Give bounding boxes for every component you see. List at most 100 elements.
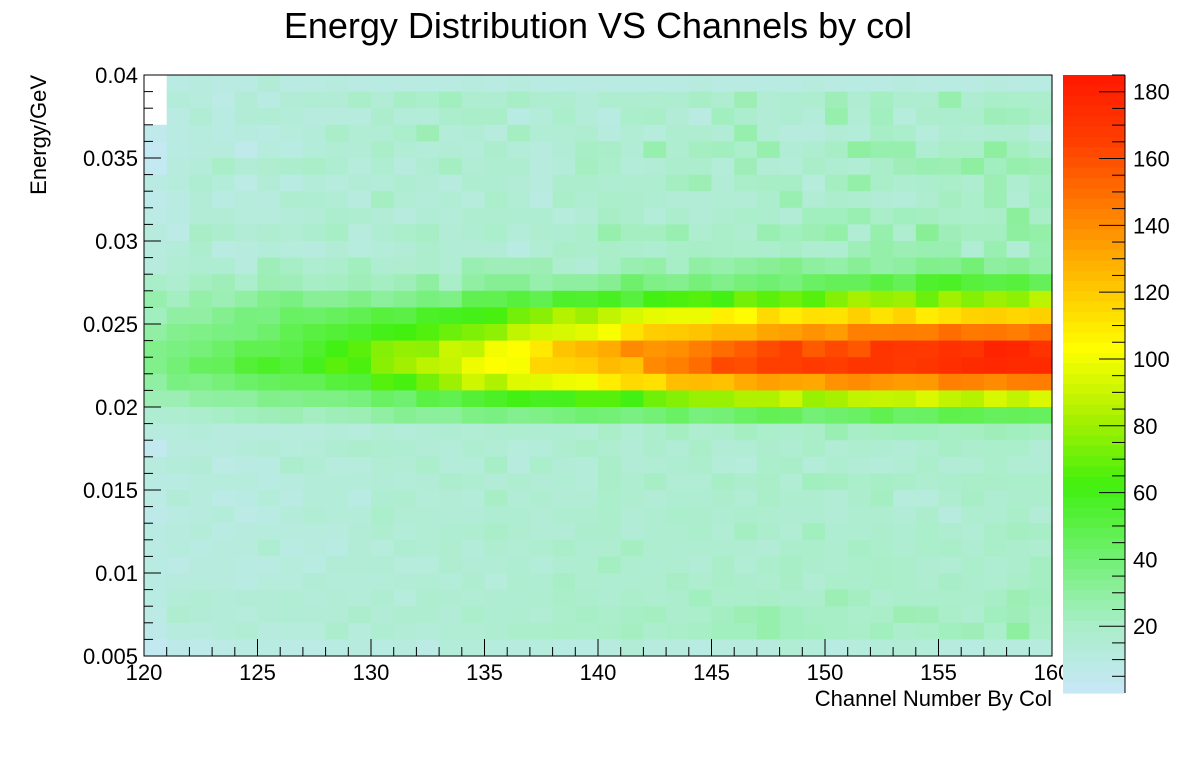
z-tick-label: 60 <box>1133 481 1157 506</box>
heatmap-cell <box>371 539 395 557</box>
heatmap-cell <box>529 324 554 342</box>
heatmap-cell <box>756 174 781 192</box>
heatmap-cell <box>983 523 1008 541</box>
heatmap-cell <box>529 224 554 242</box>
heatmap-cell <box>189 622 213 640</box>
heatmap-cell <box>825 307 849 325</box>
heatmap-cell <box>348 373 372 391</box>
heatmap-cell <box>371 191 395 209</box>
heatmap-cell <box>620 407 644 425</box>
heatmap-cell <box>212 141 236 159</box>
heatmap-cell <box>484 622 508 640</box>
heatmap-cell <box>983 124 1008 142</box>
heatmap-cell <box>166 639 190 657</box>
heatmap-cell <box>643 373 667 391</box>
heatmap-cell <box>688 174 713 192</box>
heatmap-cell <box>734 224 758 242</box>
heatmap-cell <box>847 91 871 109</box>
heatmap-cell <box>348 473 372 491</box>
heatmap-cell <box>212 207 236 225</box>
heatmap-cell <box>620 257 644 275</box>
heatmap-cell <box>825 124 849 142</box>
heatmap-cell <box>416 241 440 259</box>
heatmap-cell <box>234 539 259 557</box>
heatmap-cell <box>961 390 985 408</box>
heatmap-cell <box>257 158 281 176</box>
heatmap-cell <box>825 390 849 408</box>
heatmap-cell <box>416 108 440 126</box>
color-scale-segment <box>1063 178 1125 189</box>
heatmap-cell <box>461 75 486 93</box>
heatmap-cell <box>166 490 190 508</box>
heatmap-cell <box>371 423 395 441</box>
heatmap-cell <box>779 639 803 657</box>
heatmap-cell <box>915 606 940 624</box>
heatmap-cell <box>575 340 599 358</box>
heatmap-cell <box>643 423 667 441</box>
heatmap-cell <box>1029 191 1053 209</box>
heatmap-cell <box>756 290 781 308</box>
heatmap-cell <box>688 257 713 275</box>
heatmap-cell <box>598 124 622 142</box>
color-scale-segment <box>1063 631 1125 643</box>
heatmap-cell <box>915 124 940 142</box>
heatmap-cell <box>779 473 803 491</box>
heatmap-cell <box>212 539 236 557</box>
heatmap-cell <box>371 158 395 176</box>
heatmap-cell <box>711 539 735 557</box>
heatmap-cell <box>461 274 486 292</box>
heatmap-cell <box>734 290 758 308</box>
heatmap-cell <box>961 191 985 209</box>
heatmap-cell <box>393 423 417 441</box>
heatmap-cell <box>734 573 758 591</box>
heatmap-cell <box>507 490 531 508</box>
z-tick-label: 140 <box>1133 213 1170 238</box>
heatmap-cell <box>461 589 486 607</box>
heatmap-cell <box>507 539 531 557</box>
heatmap-cell <box>325 124 349 142</box>
heatmap-cell <box>756 423 781 441</box>
heatmap-cell <box>575 124 599 142</box>
heatmap-cell <box>847 573 871 591</box>
heatmap-cell <box>234 407 259 425</box>
heatmap-cell <box>552 373 576 391</box>
heatmap-cell <box>711 456 735 474</box>
heatmap-cell <box>961 523 985 541</box>
heatmap-cell <box>348 390 372 408</box>
heatmap-cell <box>166 75 190 93</box>
heatmap-cell <box>847 606 871 624</box>
heatmap-cell <box>280 191 304 209</box>
heatmap-cell <box>371 108 395 126</box>
heatmap-cell <box>575 556 599 574</box>
heatmap-cell <box>688 191 713 209</box>
heatmap-cell <box>688 506 713 524</box>
heatmap-cell <box>212 407 236 425</box>
color-scale-segment <box>1063 610 1125 622</box>
heatmap-cell <box>1006 490 1030 508</box>
heatmap-cell <box>779 357 803 375</box>
heatmap-cell <box>189 207 213 225</box>
heatmap-cell <box>1029 473 1053 491</box>
heatmap-cell <box>802 523 826 541</box>
heatmap-cell <box>825 589 849 607</box>
heatmap-cell <box>575 207 599 225</box>
heatmap-cell <box>484 639 508 657</box>
heatmap-cell <box>598 91 622 109</box>
heatmap-cell <box>643 606 667 624</box>
heatmap-cell <box>847 456 871 474</box>
heatmap-cell <box>302 606 327 624</box>
heatmap-cell <box>802 639 826 657</box>
heatmap-cell <box>439 573 463 591</box>
heatmap-cell <box>371 606 395 624</box>
heatmap-cell <box>234 589 259 607</box>
heatmap-cell <box>847 174 871 192</box>
heatmap-cell <box>915 423 940 441</box>
heatmap-cell <box>416 473 440 491</box>
heatmap-cell <box>575 75 599 93</box>
color-scale-segment <box>1063 548 1125 560</box>
heatmap-cell <box>393 622 417 640</box>
heatmap-cell <box>234 440 259 458</box>
heatmap-cell <box>961 473 985 491</box>
heatmap-cell <box>688 573 713 591</box>
